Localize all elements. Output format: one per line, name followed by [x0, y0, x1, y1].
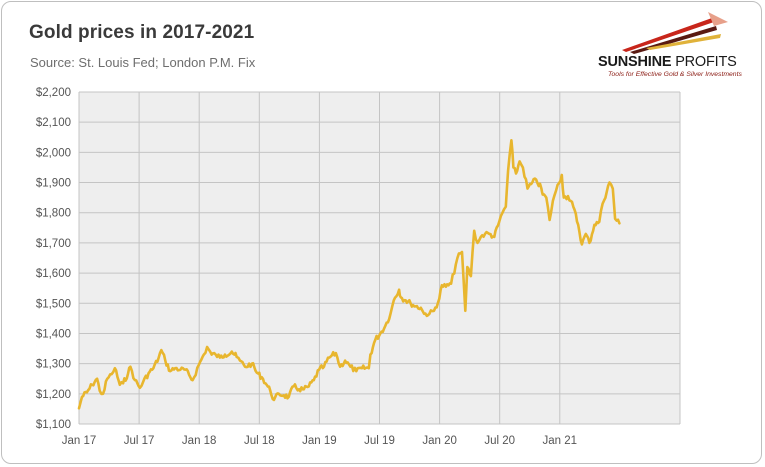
- logo-wordmark: SUNSHINE PROFITS: [598, 54, 737, 70]
- y-tick-label: $1,400: [36, 328, 71, 340]
- y-tick-label: $1,600: [36, 268, 71, 280]
- x-axis-ticks: Jan 17 Jul 17 Jan 18 Jul 18 Jan 19 Jul 19 Jan …: [62, 435, 577, 447]
- y-tick-label: $2,000: [36, 147, 71, 159]
- gridlines: [78, 91, 681, 425]
- x-tick-label: Jul 18: [244, 435, 275, 447]
- x-tick-label: Jan 18: [182, 435, 217, 447]
- y-tick-label: $1,200: [36, 389, 71, 401]
- y-tick-label: $2,100: [36, 117, 71, 129]
- y-tick-label: $1,100: [36, 419, 71, 431]
- logo-tagline: Tools for Effective Gold & Silver Invest…: [608, 71, 742, 78]
- y-tick-label: $1,800: [36, 208, 71, 220]
- chart-subtitle: Source: St. Louis Fed; London P.M. Fix: [30, 55, 256, 70]
- logo-word-sunshine: SUNSHINE: [598, 54, 672, 70]
- y-tick-label: $2,200: [36, 87, 71, 99]
- x-tick-label: Jan 21: [543, 435, 578, 447]
- x-tick-label: Jul 19: [364, 435, 395, 447]
- sunshine-profits-logo: SUNSHINE PROFITS Tools for Effective Gol…: [598, 12, 758, 80]
- x-tick-label: Jan 19: [302, 435, 337, 447]
- x-tick-label: Jul 17: [124, 435, 155, 447]
- y-tick-label: $1,500: [36, 298, 71, 310]
- y-tick-label: $1,900: [36, 178, 71, 190]
- x-tick-label: Jan 17: [62, 435, 97, 447]
- x-tick-label: Jan 20: [422, 435, 457, 447]
- y-tick-label: $1,300: [36, 359, 71, 371]
- y-axis-ticks: $1,100 $1,200 $1,300 $1,400 $1,500 $1,600 $1,7…: [36, 87, 71, 431]
- x-tick-label: Jul 20: [484, 435, 515, 447]
- sun-rays-logo-icon: [622, 12, 728, 54]
- logo-word-profits: PROFITS: [675, 54, 737, 70]
- y-tick-label: $1,700: [36, 238, 71, 250]
- gold-price-line: [77, 139, 621, 410]
- chart-title: Gold prices in 2017-2021: [29, 22, 255, 43]
